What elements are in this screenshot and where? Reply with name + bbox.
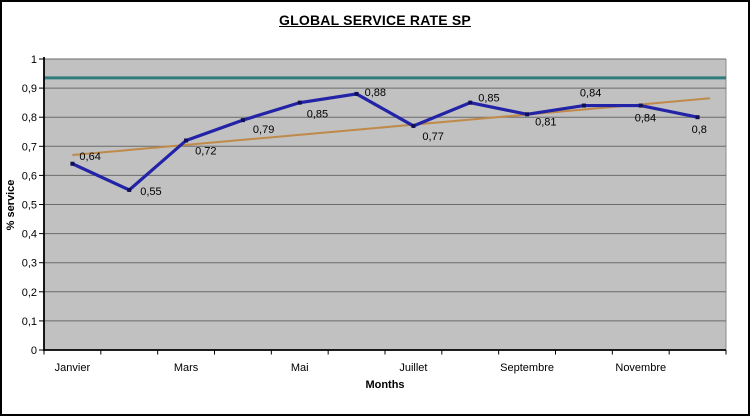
y-tick-label: 1 — [31, 54, 37, 66]
data-point-marker — [70, 161, 75, 166]
data-point-marker — [184, 138, 189, 143]
data-labels: 0,64 0,55 0,72 0,79 0,85 0,88 0,77 0,85 0,81 0,84… — [79, 87, 706, 198]
x-tick-label: Mai — [291, 362, 309, 374]
data-label: 0,85 — [307, 109, 328, 121]
data-label: 0,81 — [535, 116, 556, 128]
y-tick-label: 0,5 — [22, 200, 37, 212]
x-axis-title: Months — [365, 379, 405, 391]
x-tick-label: Novembre — [615, 362, 666, 374]
data-label: 0,72 — [195, 145, 216, 157]
data-point-marker — [127, 187, 132, 192]
data-point-marker — [525, 112, 530, 117]
data-label: 0,77 — [422, 131, 443, 143]
data-label: 0,79 — [253, 124, 274, 136]
data-label: 0,85 — [478, 93, 499, 105]
data-label: 0,64 — [79, 151, 100, 163]
data-label: 0,88 — [365, 87, 386, 99]
gridlines — [44, 58, 726, 322]
data-point-marker — [468, 100, 473, 105]
data-point-marker — [240, 118, 245, 123]
series-line — [71, 92, 698, 192]
x-tick-label: Septembre — [500, 362, 554, 374]
data-point-marker — [695, 115, 700, 120]
y-tick-label: 0,8 — [22, 112, 37, 124]
y-tick-label: 0,9 — [22, 83, 37, 95]
y-tick-label: 0,7 — [22, 141, 37, 153]
y-tick-label: 0,3 — [22, 258, 37, 270]
data-point-marker — [297, 100, 302, 105]
x-axis-ticks: Janvier Mars Mai Juillet Septembre Novembre — [43, 350, 727, 374]
y-tick-label: 0,4 — [22, 229, 37, 241]
data-label: 0,55 — [140, 186, 161, 198]
data-point-marker — [581, 103, 586, 108]
data-point-marker — [411, 123, 416, 128]
data-label: 0,84 — [580, 88, 601, 100]
y-axis-ticks: 0 0,1 0,2 0,3 0,4 0,5 0,6 0,7 0,8 0,9 1 — [22, 54, 44, 357]
data-point-marker — [354, 91, 359, 96]
y-tick-label: 0,2 — [22, 287, 37, 299]
y-tick-label: 0 — [31, 345, 37, 357]
chart-title: GLOBAL SERVICE RATE SP — [279, 12, 471, 28]
data-label: 0,8 — [692, 124, 707, 136]
y-tick-label: 0,6 — [22, 170, 37, 182]
data-label: 0,84 — [635, 113, 656, 125]
data-point-marker — [638, 103, 643, 108]
x-tick-label: Juillet — [399, 362, 427, 374]
y-axis-title: % service — [5, 179, 17, 231]
x-tick-label: Mars — [174, 362, 199, 374]
x-tick-label: Janvier — [55, 362, 91, 374]
y-tick-label: 0,1 — [22, 316, 37, 328]
series-markers — [70, 91, 700, 192]
